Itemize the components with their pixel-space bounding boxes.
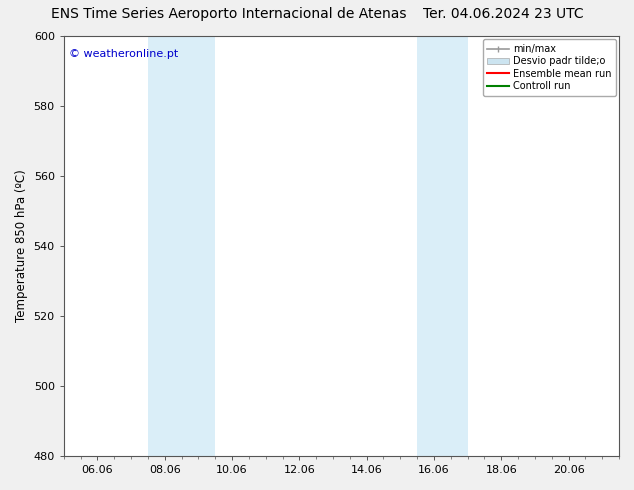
Y-axis label: Temperature 850 hPa (ºC): Temperature 850 hPa (ºC) — [15, 170, 28, 322]
Text: ENS Time Series Aeroporto Internacional de Atenas: ENS Time Series Aeroporto Internacional … — [51, 7, 406, 22]
Bar — [148, 36, 215, 456]
Bar — [417, 36, 468, 456]
Text: © weatheronline.pt: © weatheronline.pt — [69, 49, 179, 59]
Text: Ter. 04.06.2024 23 UTC: Ter. 04.06.2024 23 UTC — [423, 7, 583, 22]
Legend: min/max, Desvio padr tilde;o, Ensemble mean run, Controll run: min/max, Desvio padr tilde;o, Ensemble m… — [482, 39, 616, 96]
